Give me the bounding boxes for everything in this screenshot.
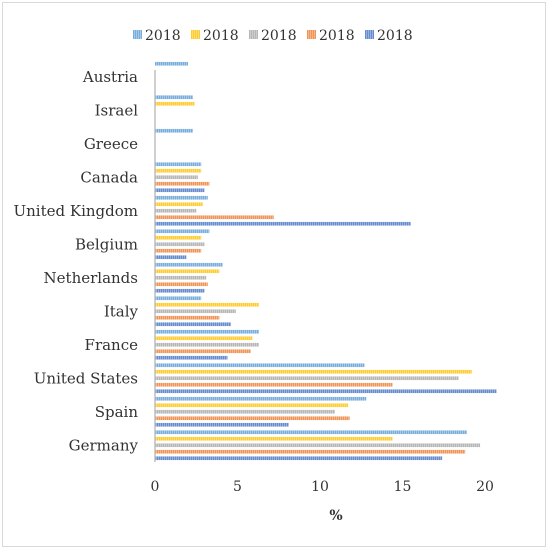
legend-label-1: 2018 [145, 28, 181, 44]
x-tick-label: 5 [233, 479, 242, 495]
chart-frame [2, 2, 546, 547]
bar-texture [155, 349, 251, 354]
bar-texture [155, 275, 207, 280]
category-label: France [85, 336, 139, 354]
bar-texture [155, 376, 459, 381]
category-label: Belgium [75, 235, 138, 253]
x-tick-label: 0 [151, 479, 160, 495]
legend-label-4: 2018 [319, 28, 355, 44]
bar-texture [155, 202, 203, 207]
bar-texture [155, 195, 208, 200]
bar-texture [155, 396, 367, 401]
bar-texture [155, 430, 467, 435]
bar-texture [155, 101, 195, 106]
bar-texture [155, 336, 253, 341]
bar-texture [155, 221, 411, 226]
bar-texture [155, 288, 205, 293]
bar-texture [155, 229, 210, 234]
bar-texture [155, 175, 198, 180]
bar-texture [155, 181, 210, 186]
bar-texture [155, 389, 497, 394]
category-label: Canada [80, 168, 138, 186]
bar-texture [155, 296, 202, 301]
bar-texture [155, 329, 259, 334]
bar-texture [155, 436, 393, 441]
bar-texture [155, 61, 188, 66]
legend-label-3: 2018 [261, 28, 297, 44]
category-label: Italy [104, 302, 139, 320]
bar-texture [155, 262, 223, 267]
bar-texture [155, 95, 193, 100]
category-axis: Germany Spain United States France Italy Neth… [14, 68, 139, 455]
legend-swatch-texture-1 [133, 30, 142, 39]
category-label: Germany [69, 436, 139, 454]
x-tick-label: 10 [311, 479, 329, 495]
bar-texture [155, 443, 481, 448]
bar-texture [155, 342, 259, 347]
bar-texture [155, 128, 193, 133]
bar-texture [155, 208, 197, 213]
category-label: United States [34, 369, 138, 387]
legend-swatch-texture-3 [249, 30, 258, 39]
category-label: Spain [95, 403, 139, 421]
bar-texture [155, 382, 393, 387]
bar-texture [155, 282, 208, 287]
bar-texture [155, 215, 274, 220]
category-label: Netherlands [44, 269, 138, 287]
category-label: Israel [95, 101, 139, 119]
bar-texture [155, 355, 228, 360]
bars-group [155, 61, 497, 461]
bar-texture [155, 302, 259, 307]
bar-texture [155, 363, 365, 368]
bar-texture [155, 255, 187, 260]
bar-texture [155, 422, 289, 427]
bar-texture [155, 188, 205, 193]
x-axis-title: % [329, 508, 342, 524]
x-tick-label: 20 [476, 479, 494, 495]
bar-texture [155, 322, 231, 327]
bar-texture [155, 449, 466, 454]
bar-texture [155, 403, 349, 408]
category-label: Greece [84, 135, 138, 153]
bar-texture [155, 409, 335, 414]
bar-texture [155, 269, 220, 274]
bar-texture [155, 309, 236, 314]
legend-swatch-texture-4 [307, 30, 316, 39]
bar-texture [155, 315, 220, 320]
bar-texture [155, 162, 202, 167]
bar-texture [155, 242, 205, 247]
bar-texture [155, 456, 443, 461]
bar-texture [155, 168, 202, 173]
legend-label-5: 2018 [377, 28, 413, 44]
x-tick-label: 15 [394, 479, 412, 495]
bar-texture [155, 235, 202, 240]
bar-texture [155, 369, 472, 374]
legend: 2018 2018 2018 2018 2018 [133, 28, 413, 44]
bar-texture [155, 416, 350, 421]
legend-swatch-texture-5 [365, 30, 374, 39]
category-label: Austria [82, 68, 138, 86]
value-axis: 0 5 10 15 20% [151, 70, 494, 524]
bar-texture [155, 248, 202, 253]
legend-swatch-texture-2 [191, 30, 200, 39]
category-label: United Kingdom [14, 202, 139, 220]
legend-label-2: 2018 [203, 28, 239, 44]
